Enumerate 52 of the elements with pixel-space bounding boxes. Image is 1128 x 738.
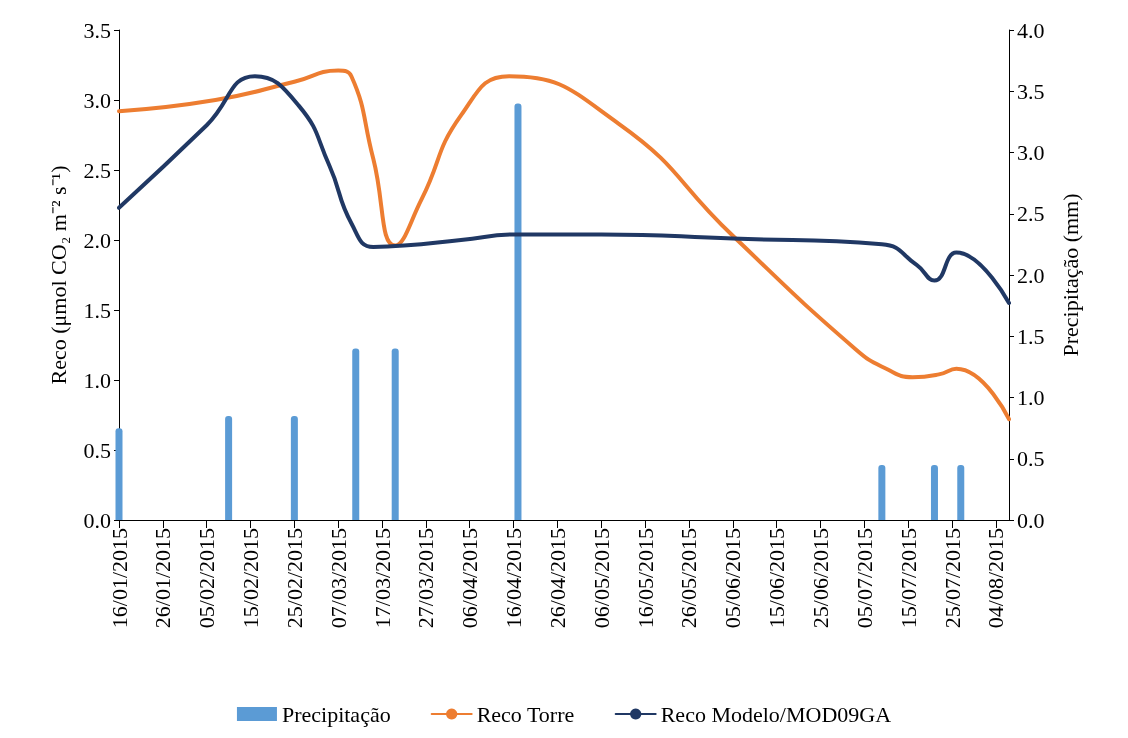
y2-tick-label: 1.5 — [1017, 323, 1045, 349]
x-tick-label: 26/01/2015 — [150, 528, 176, 629]
y2-tick-label: 0.5 — [1017, 446, 1045, 472]
y-tick-label: 1.0 — [83, 367, 111, 393]
x-tick-label: 16/05/2015 — [632, 528, 658, 629]
y-tick-label: 2.5 — [83, 157, 111, 183]
x-tick-label: 05/02/2015 — [194, 528, 220, 629]
y-tick-label: 3.5 — [83, 17, 111, 43]
legend-label: Reco Modelo/MOD09GA — [660, 701, 892, 727]
x-tick-label: 17/03/2015 — [369, 528, 395, 629]
y2-tick-label: 3.5 — [1017, 78, 1045, 104]
y2-tick-label: 1.0 — [1017, 385, 1045, 410]
y-tick-label: 0.5 — [83, 437, 111, 463]
bar — [391, 348, 399, 520]
x-tick-label: 25/06/2015 — [807, 528, 833, 629]
bar — [352, 348, 360, 520]
bar — [878, 464, 886, 520]
y-tick-label: 3.0 — [83, 87, 111, 113]
x-tick-label: 27/03/2015 — [413, 528, 439, 629]
x-tick-label: 15/02/2015 — [238, 528, 264, 629]
x-tick-label: 25/02/2015 — [281, 528, 307, 629]
bar — [957, 464, 965, 520]
x-tick-label: 16/04/2015 — [501, 528, 527, 629]
y-tick-label: 2.0 — [83, 227, 111, 253]
y2-tick-label: 3.0 — [1017, 140, 1045, 165]
line-series — [117, 74, 1011, 305]
x-tick-label: 25/07/2015 — [939, 528, 965, 629]
x-tick-label: 06/05/2015 — [588, 528, 614, 629]
legend-label: Precipitação — [281, 701, 391, 727]
x-tick-label: 26/05/2015 — [676, 528, 702, 629]
bar — [930, 464, 938, 520]
y-axis-title: Reco (μmol CO₂ m⁻² s⁻¹) — [45, 165, 71, 385]
bar — [115, 428, 123, 520]
y2-axis-title: Precipitação (mm) — [1057, 193, 1083, 357]
x-tick-label: 06/04/2015 — [457, 528, 483, 629]
x-tick-label: 04/08/2015 — [983, 528, 1009, 629]
x-tick-label: 05/07/2015 — [851, 528, 877, 629]
bar — [290, 415, 298, 520]
x-tick-label: 15/07/2015 — [895, 528, 921, 629]
line-series — [117, 68, 1011, 422]
y2-tick-label: 2.0 — [1017, 262, 1045, 288]
x-tick-label: 05/06/2015 — [720, 528, 746, 629]
y2-tick-label: 0.0 — [1017, 507, 1045, 533]
bar — [514, 103, 522, 520]
y2-tick-label: 4.0 — [1017, 17, 1045, 43]
y-tick-label: 1.5 — [83, 297, 111, 323]
x-tick-label: 07/03/2015 — [325, 528, 351, 629]
x-tick-label: 26/04/2015 — [544, 528, 570, 629]
legend-label: Reco Torre — [476, 701, 575, 727]
y2-tick-label: 2.5 — [1017, 201, 1045, 227]
x-tick-label: 15/06/2015 — [764, 528, 790, 629]
bar — [225, 415, 233, 520]
